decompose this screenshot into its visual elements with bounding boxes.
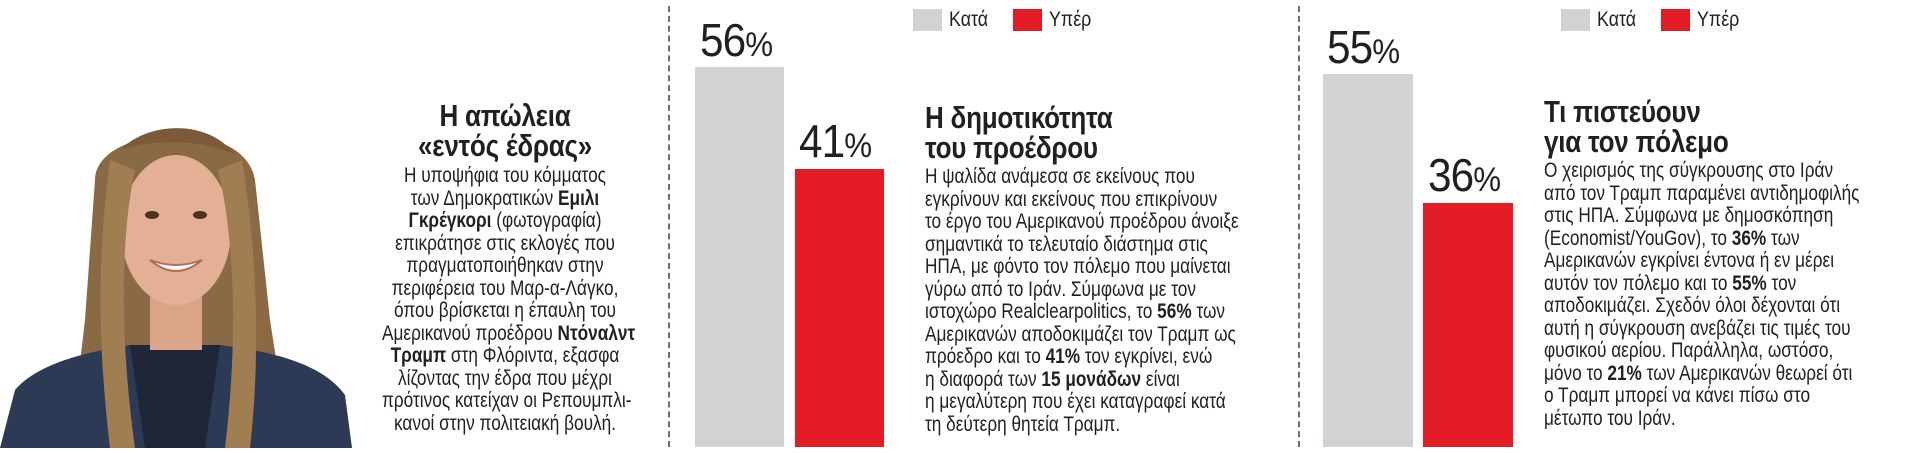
middle-article: Η δημοτικότητα του προέδρου Η ψαλίδα ανά…	[925, 100, 1295, 436]
body-line: Γκρέγκορι (φωτογραφία)	[408, 209, 602, 232]
legend-swatch-for	[1661, 9, 1691, 31]
body-line: (Economist/YouGov), το 36% των	[1544, 226, 1800, 250]
body-line: των Δημοκρατικών Εμιλι	[410, 186, 600, 210]
title-line: Η δημοτικότητα	[925, 100, 1113, 135]
body-line: μόνο το 21% των Αμερικανών θεωρεί ότι	[1544, 361, 1853, 385]
body-line: αποδοκιμάζει. Σχεδόν όλοι δέχονται ότι	[1544, 294, 1841, 317]
body-line: Η ψαλίδα ανάμεσα σε εκείνους που	[925, 165, 1195, 188]
body-line: μέτωπο του Ιράν.	[1544, 406, 1676, 430]
body-line: Ο χειρισμός της σύγκρουσης στο Ιράν	[1544, 159, 1834, 182]
column-divider	[668, 6, 670, 447]
body-line: πρόεδρο και το 41% τον εγκρίνει, ενώ	[925, 345, 1213, 368]
bar-against	[1323, 74, 1413, 447]
title-line: Τι πιστεύουν	[1544, 94, 1701, 129]
body-line: ΗΠΑ, με φόντο τον πόλεμο που μαίνεται	[925, 255, 1231, 278]
title-line: Η απώλεια	[439, 98, 571, 133]
body-line: γύρω από το Ιράν. Σύμφωνα με τον	[925, 277, 1196, 301]
candidate-photo	[0, 120, 352, 448]
body-line: Αμερικανού προέδρου Ντόναλντ	[382, 321, 636, 345]
body-line: τη δεύτερη θητεία Τραμπ.	[925, 412, 1121, 436]
bar-value-for: 36%	[1428, 149, 1501, 201]
body-line: στις ΗΠΑ. Σύμφωνα με δημοσκόπηση	[1544, 204, 1834, 227]
left-article: Η απώλεια «εντός έδρας» Η υποψήφια του κ…	[355, 98, 655, 435]
middle-article-body: Η ψαλίδα ανάμεσα σε εκείνους που εγκρίνου…	[925, 165, 1295, 436]
body-line: ιστοχώρο Realclearpolitics, το 56% των	[925, 300, 1226, 323]
right-article: Τι πιστεύουν για τον πόλεμο Ο χειρισμός …	[1544, 94, 1914, 430]
body-line: σημαντικά το τελευταίο διάστημα στις	[925, 232, 1208, 256]
chart-legend: Κατά Υπέρ	[913, 8, 1117, 31]
legend-label-for: Υπέρ	[1697, 8, 1740, 31]
body-line: εγκρίνουν και εκείνους που επικρίνουν	[925, 187, 1218, 211]
legend-label-for: Υπέρ	[1049, 8, 1092, 31]
body-line: λίζοντας την έδρα που μέχρι	[398, 366, 612, 390]
bar-value-for: 41%	[799, 115, 872, 167]
legend-swatch-for	[1013, 9, 1043, 31]
body-line: όπου βρίσκεται η έπαυλη του	[394, 299, 616, 322]
title-line: για τον πόλεμο	[1544, 124, 1729, 159]
right-article-body: Ο χειρισμός της σύγκρουσης στο Ιράν από τ…	[1544, 159, 1914, 430]
body-line: περιφέρεια του Μαρ-α-Λάγκο,	[391, 276, 619, 300]
middle-article-title: Η δημοτικότητα του προέδρου	[925, 100, 1295, 165]
body-line: Αμερικανών αποδοκιμάζει τον Τραμπ ως	[925, 322, 1236, 346]
chart-legend: Κατά Υπέρ	[1561, 8, 1765, 31]
bar-value-against: 56%	[700, 14, 773, 66]
body-line: αυτή η σύγκρουση ανεβάζει τις τιμές του	[1544, 316, 1851, 340]
body-line: κανοί στην πολιτειακή βουλή.	[394, 411, 616, 435]
body-line: το έργο του Αμερικανού προέδρου άνοιξε	[925, 210, 1239, 233]
column-divider	[1298, 6, 1300, 447]
body-line: φυσικού αερίου. Παράλληλα, ωστόσο,	[1544, 339, 1834, 362]
body-line: πραγματοποιήθηκαν στην	[406, 254, 604, 277]
right-article-title: Τι πιστεύουν για τον πόλεμο	[1544, 94, 1914, 159]
body-line: Η υποψήφια του κόμματος	[403, 164, 606, 187]
body-line: επικράτησε στις εκλογές που	[395, 231, 615, 255]
legend-label-against: Κατά	[949, 8, 989, 31]
body-line: η διαφορά των 15 μονάδων είναι	[925, 367, 1180, 391]
legend-swatch-against	[913, 9, 942, 31]
bar-value-against: 55%	[1327, 21, 1400, 73]
bar-for	[795, 169, 884, 447]
body-line: Τραμπ στη Φλόριντα, εξασφα	[390, 344, 620, 367]
body-line: από τον Τραμπ παραμένει αντιδημοφιλής	[1544, 181, 1860, 205]
body-line: αυτόν τον πόλεμο και το 55% τον	[1544, 271, 1797, 295]
body-line: πρότινος κατείχαν οι Ρεπουμπλι-	[382, 389, 632, 412]
body-line: ο Τραμπ μπορεί να κάνει πίσω στο	[1544, 384, 1811, 407]
body-line: Αμερικανών εγκρίνει έντονα ή εν μέρει	[1544, 249, 1835, 272]
legend-label-against: Κατά	[1597, 8, 1637, 31]
title-line: «εντός έδρας»	[417, 128, 593, 163]
bar-for	[1423, 203, 1513, 447]
bar-against	[695, 67, 784, 447]
legend-swatch-against	[1561, 9, 1590, 31]
title-line: του προέδρου	[925, 130, 1098, 165]
portrait-illustration	[0, 128, 352, 448]
left-article-title: Η απώλεια «εντός έδρας»	[355, 98, 655, 163]
left-article-body: Η υποψήφια του κόμματος των Δημοκρατικών …	[355, 164, 655, 435]
body-line: η μεγαλύτερη που έχει καταγραφεί κατά	[925, 390, 1226, 413]
